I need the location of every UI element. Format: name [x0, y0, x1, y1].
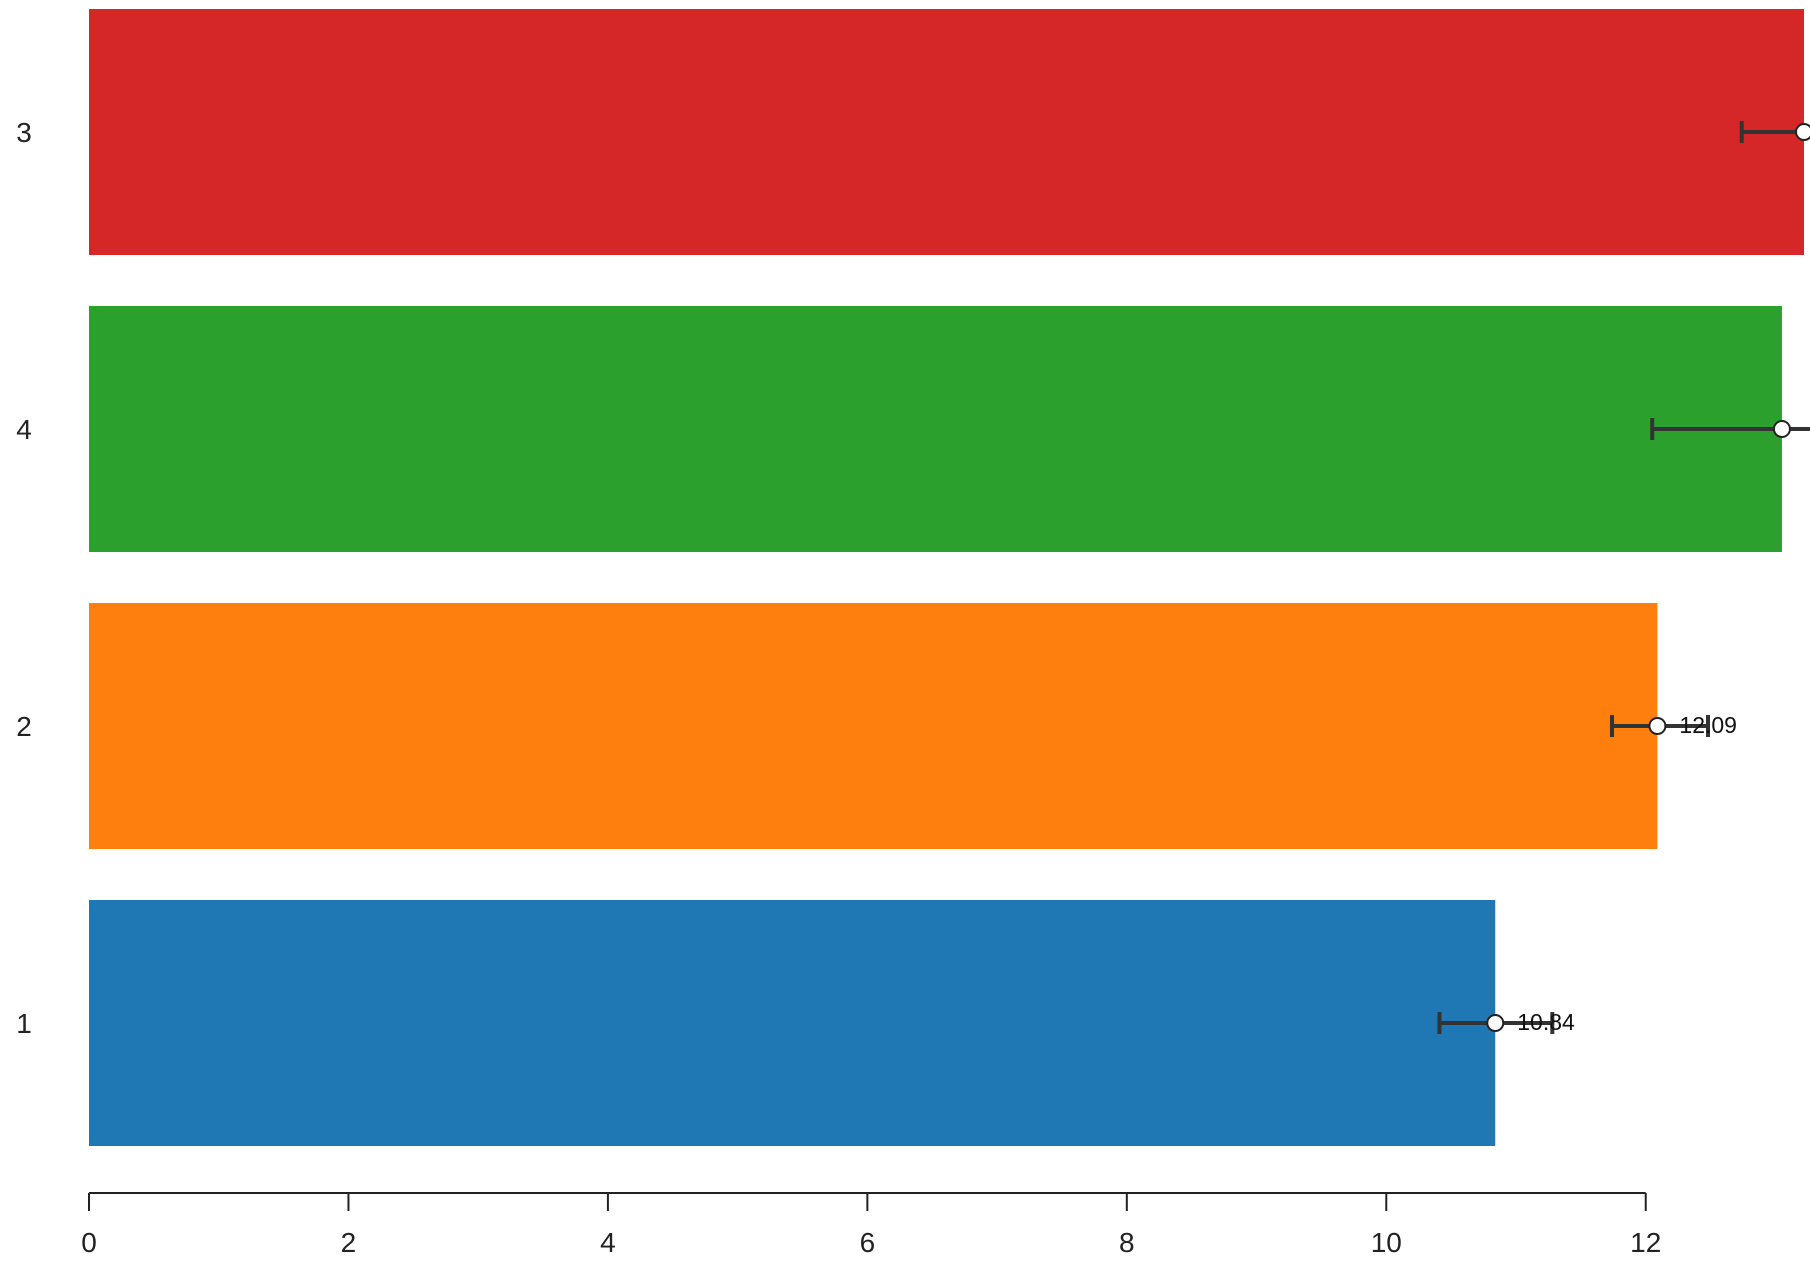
x-tick-label-4: 4: [600, 1227, 616, 1258]
mean-point-4: [1772, 420, 1791, 438]
mean-point-1: [1486, 1014, 1505, 1032]
bar-2: [89, 603, 1658, 849]
error-bars-layer: [1437, 121, 1810, 1034]
bars-layer: [89, 9, 1804, 1146]
x-tick-label-2: 2: [341, 1227, 357, 1258]
x-tick-label-12: 12: [1630, 1227, 1661, 1258]
mean-point-3: [1795, 123, 1810, 141]
mean-point-2: [1648, 717, 1667, 735]
value-label-1: 10.84: [1517, 1009, 1575, 1035]
category-label-1: 1: [16, 1008, 32, 1039]
value-label-2: 12.09: [1679, 712, 1737, 738]
category-label-3: 3: [16, 117, 32, 148]
bar-3: [89, 9, 1804, 255]
x-tick-label-8: 8: [1119, 1227, 1135, 1258]
x-axis: 0 2 4 6 8 10 12: [81, 1192, 1661, 1258]
labels-layer: 3 4 12.09 2 10.84 1: [16, 117, 1737, 1039]
x-tick-label-6: 6: [860, 1227, 876, 1258]
category-label-4: 4: [16, 414, 32, 445]
category-label-2: 2: [16, 711, 32, 742]
x-tick-label-0: 0: [81, 1227, 97, 1258]
bar-4: [89, 306, 1782, 552]
x-tick-label-10: 10: [1371, 1227, 1402, 1258]
bar-1: [89, 900, 1496, 1146]
